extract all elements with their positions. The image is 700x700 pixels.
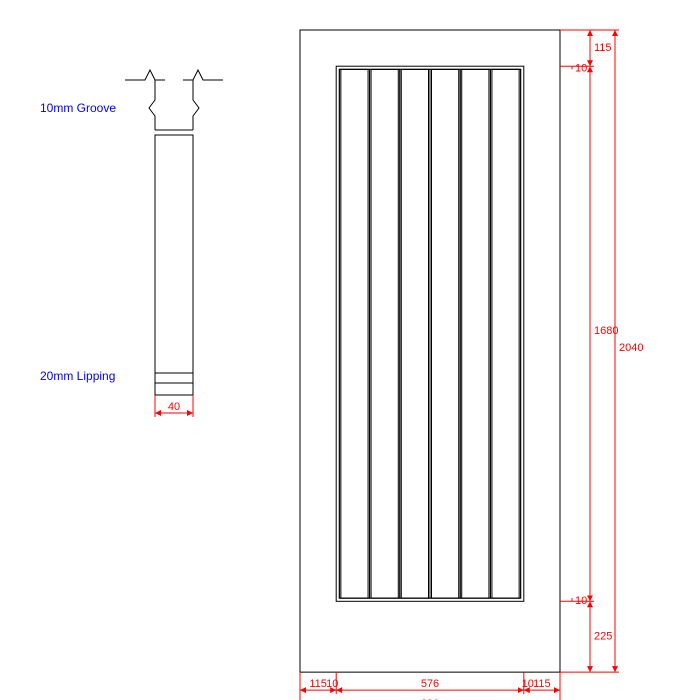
dim-height: 2040 [619,342,643,354]
slat [400,69,430,598]
dim-gap: 10 [575,62,587,74]
dim-stile-right: 115 [533,678,551,690]
break-line [125,70,223,80]
note-groove: 10mm Groove [40,101,116,115]
slat [339,69,369,598]
dim-gap: 10 [522,678,534,690]
dim-gap: 10 [575,595,587,607]
dim-top-rail: 115 [594,42,612,54]
slat [370,69,400,598]
dim-section-width: 40 [168,401,180,413]
slat [490,69,520,598]
note-lipping: 20mm Lipping [40,369,115,383]
slat [460,69,490,598]
dim-panel-w: 576 [421,678,439,690]
dim-panel-h: 1680 [594,325,618,337]
door-elevation: 8261155761151010204011516802251010 [300,30,643,700]
stile-section [155,135,193,395]
dim-gap: 10 [326,678,338,690]
slat [430,69,460,598]
dim-stile-left: 115 [309,678,327,690]
dim-bottom-rail: 225 [594,631,612,643]
section-detail: 40 10mm Groove 20mm Lipping [40,70,223,417]
